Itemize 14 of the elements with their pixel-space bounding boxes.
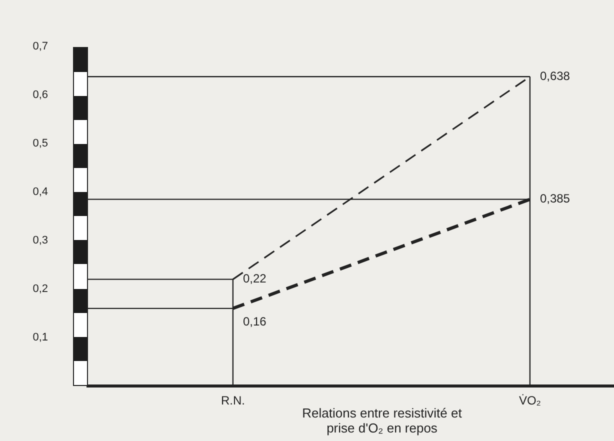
x-tick-label: V̇O₂ bbox=[518, 394, 542, 408]
y-tick-label: 0,5 bbox=[32, 138, 48, 150]
y-tick-label: 0,3 bbox=[32, 234, 48, 247]
data-label: 0,385 bbox=[540, 192, 570, 206]
y-tick-label: 0,4 bbox=[32, 186, 48, 198]
data-label: 0,22 bbox=[242, 272, 267, 286]
data-label: 0,638 bbox=[540, 68, 570, 83]
y-tick-label: 0,1 bbox=[32, 332, 48, 344]
text: Relations entre resistivité et prise d'O₂ en repos bbox=[302, 406, 462, 436]
x-tick-label: R.N. bbox=[220, 394, 245, 408]
y-tick-label: 0,6 bbox=[32, 89, 48, 102]
y-tick-label: 0,7 bbox=[32, 40, 48, 53]
y-tick-label: 0,2 bbox=[32, 283, 48, 296]
data-label: 0,16 bbox=[242, 314, 267, 329]
